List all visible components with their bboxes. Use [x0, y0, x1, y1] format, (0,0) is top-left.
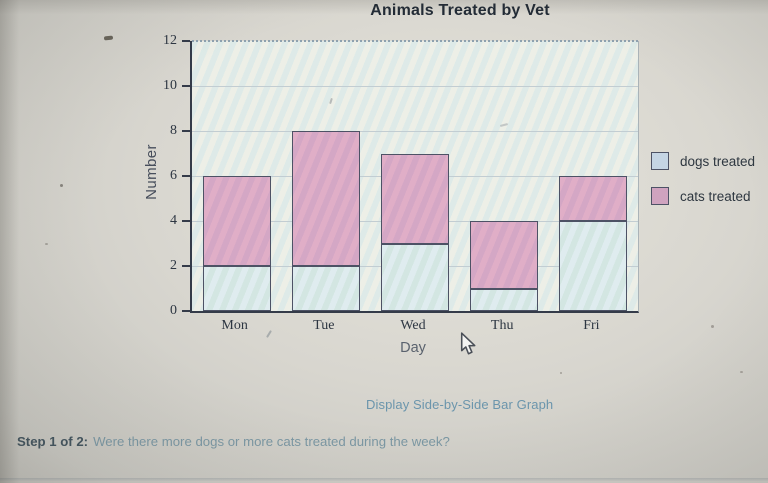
x-tick-label: Fri	[583, 318, 600, 333]
step-question: Were there more dogs or more cats treate…	[93, 434, 450, 449]
plot-area	[190, 40, 639, 313]
bar-segment-thu-dogs	[470, 288, 539, 311]
legend-swatch	[651, 187, 669, 205]
bar-segment-wed-cats	[381, 153, 449, 244]
legend-swatch	[651, 152, 669, 170]
y-tick-label: 0	[170, 303, 177, 318]
y-axis-label: Number	[143, 144, 160, 200]
dust-speck	[60, 184, 63, 187]
dust-speck	[740, 371, 743, 373]
y-tick-mark	[182, 175, 190, 177]
bar-segment-mon-dogs	[202, 266, 271, 311]
y-tick-mark	[182, 85, 190, 87]
bar-segment-fri-dogs	[559, 221, 628, 311]
bar-segment-tue-cats	[291, 131, 360, 266]
x-tick-label: Mon	[221, 318, 248, 333]
x-axis-labels: Mon Tue Wed Thu Fri	[190, 318, 636, 336]
y-tick-label: 4	[170, 213, 177, 228]
bars	[192, 41, 638, 311]
legend-item: cats treated	[651, 187, 755, 205]
dust-speck	[711, 325, 714, 328]
display-side-by-side-link[interactable]: Display Side-by-Side Bar Graph	[366, 397, 554, 412]
bar-segment-fri-cats	[559, 176, 628, 221]
y-tick-mark	[182, 130, 190, 132]
legend: dogs treated cats treated	[651, 152, 755, 222]
y-tick-mark	[182, 265, 190, 267]
grid-line	[192, 40, 638, 42]
y-tick-mark	[182, 220, 190, 222]
y-tick-mark	[182, 40, 190, 42]
x-tick-label: Thu	[490, 318, 514, 333]
x-tick-label: Wed	[400, 318, 426, 333]
dust-speck	[560, 372, 562, 374]
bar-segment-mon-cats	[202, 176, 271, 266]
step-prompt: Step 1 of 2: Were there more dogs or more…	[17, 434, 450, 449]
bar-segment-thu-cats	[470, 221, 539, 289]
dust-speck	[103, 35, 114, 41]
legend-item: dogs treated	[651, 152, 755, 170]
y-tick-label: 6	[170, 168, 177, 183]
y-tick-label: 12	[163, 33, 177, 48]
x-axis-label: Day	[400, 340, 426, 356]
step-label: Step 1 of 2:	[17, 434, 89, 449]
chart-title: Animals Treated by Vet	[370, 2, 550, 19]
y-tick-label: 8	[170, 123, 177, 138]
screen-bottom-edge	[0, 478, 768, 481]
dust-speck	[45, 243, 48, 245]
y-axis: 0 2 4 6 8 10 12	[146, 33, 190, 318]
legend-label: cats treated	[680, 188, 751, 204]
bar-segment-wed-dogs	[381, 243, 449, 311]
y-tick-label: 10	[163, 78, 177, 93]
y-tick-mark	[182, 310, 190, 312]
y-tick-label: 2	[170, 258, 177, 273]
grid-line	[192, 131, 638, 132]
legend-label: dogs treated	[680, 153, 756, 169]
grid-line	[192, 86, 638, 87]
bar-segment-tue-dogs	[291, 266, 360, 311]
x-tick-label: Tue	[313, 318, 335, 333]
